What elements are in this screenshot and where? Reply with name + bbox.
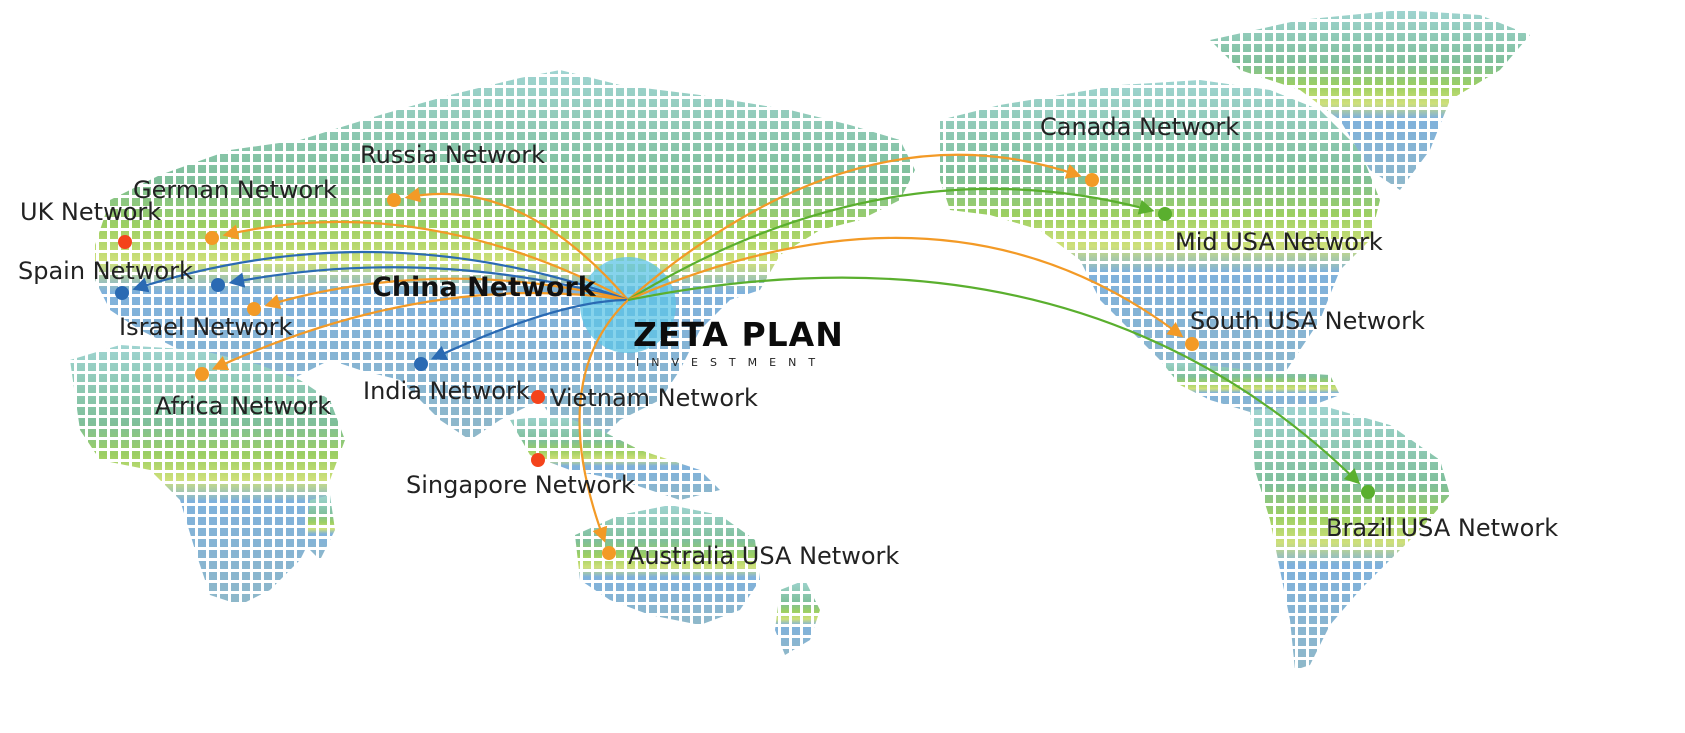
- route-india: [430, 298, 629, 360]
- route-brazil: [627, 276, 1361, 485]
- label-africa: Africa Network: [155, 392, 331, 420]
- label-canada: Canada Network: [1040, 113, 1239, 141]
- land-eurasia: [95, 70, 915, 440]
- land-australia: [575, 505, 760, 625]
- dot-israel[interactable]: [247, 302, 261, 316]
- route-spain: [132, 250, 629, 302]
- land-central-america: [1160, 360, 1340, 415]
- land-north-america: [940, 80, 1380, 400]
- dot-brazil[interactable]: [1361, 485, 1375, 499]
- label-southusa: South USA Network: [1190, 307, 1425, 335]
- land-south-america: [1250, 405, 1450, 670]
- route-israel: [264, 277, 629, 310]
- dot-canada[interactable]: [1085, 173, 1099, 187]
- route-africa: [211, 291, 629, 371]
- dot-australia[interactable]: [602, 546, 616, 560]
- dot-singapore[interactable]: [531, 453, 545, 467]
- route-europe2: [228, 266, 629, 302]
- land-greenland: [1210, 10, 1530, 190]
- hub-label: China Network: [372, 272, 597, 303]
- dot-vietnam[interactable]: [531, 390, 545, 404]
- brand-name: ZETA PLAN: [633, 315, 844, 354]
- dot-india[interactable]: [414, 357, 428, 371]
- land-africa: [70, 345, 345, 605]
- label-vietnam: Vietnam Network: [550, 384, 758, 412]
- route-southusa: [627, 236, 1184, 338]
- dot-german[interactable]: [205, 231, 219, 245]
- route-midusa: [627, 187, 1155, 301]
- label-brazil: Brazil USA Network: [1326, 514, 1558, 542]
- brand-logo: ZETA PLAN INVESTMENT: [633, 315, 844, 369]
- label-uk: UK Network: [20, 198, 161, 226]
- network-dots: [115, 173, 1375, 560]
- network-routes: [132, 153, 1361, 543]
- dot-spain[interactable]: [115, 286, 129, 300]
- dot-southusa[interactable]: [1185, 337, 1199, 351]
- label-singapore: Singapore Network: [406, 471, 635, 499]
- route-australia: [578, 299, 629, 543]
- dot-africa[interactable]: [195, 367, 209, 381]
- label-german: German Network: [133, 176, 337, 204]
- label-spain: Spain Network: [18, 257, 193, 285]
- route-russia: [404, 187, 629, 301]
- dot-midusa[interactable]: [1158, 207, 1172, 221]
- dot-uk[interactable]: [118, 235, 132, 249]
- land-se-asia: [510, 415, 720, 500]
- dot-europe2[interactable]: [211, 278, 225, 292]
- route-german: [222, 220, 629, 301]
- label-israel: Israel Network: [119, 313, 293, 341]
- label-russia: Russia Network: [360, 141, 545, 169]
- land-madagascar: [305, 495, 335, 560]
- label-australia: Australia USA Network: [628, 542, 899, 570]
- land-masses: [70, 10, 1530, 670]
- land-new-zealand: [775, 580, 820, 655]
- label-india: India Network: [363, 377, 530, 405]
- dot-russia[interactable]: [387, 193, 401, 207]
- brand-tagline: INVESTMENT: [636, 356, 827, 369]
- label-midusa: Mid USA Network: [1175, 228, 1383, 256]
- route-canada: [627, 153, 1082, 301]
